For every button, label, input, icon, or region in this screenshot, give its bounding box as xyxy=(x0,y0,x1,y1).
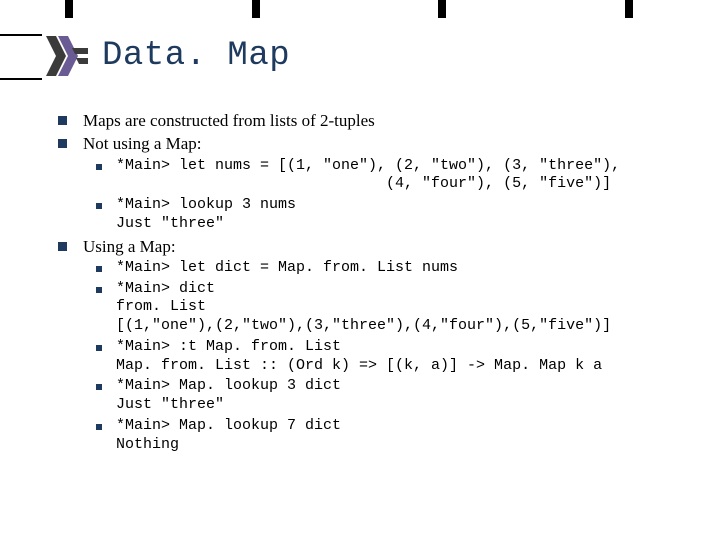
bullet-level2: *Main> dict from. List [(1,"one"),(2,"tw… xyxy=(96,280,700,336)
bullet-text: Maps are constructed from lists of 2-tup… xyxy=(83,110,375,131)
bullet-text: Using a Map: xyxy=(83,236,176,257)
tick-mark xyxy=(438,0,446,18)
bullet-text: Not using a Map: xyxy=(83,133,202,154)
square-bullet-icon xyxy=(58,139,67,148)
bullet-level2: *Main> Map. lookup 7 dict Nothing xyxy=(96,417,700,455)
tick-mark xyxy=(65,0,73,18)
bullet-level1: Maps are constructed from lists of 2-tup… xyxy=(58,110,700,131)
slide-body: Maps are constructed from lists of 2-tup… xyxy=(40,110,700,456)
code-snippet: *Main> Map. lookup 7 dict Nothing xyxy=(116,417,341,455)
slide-title: Data. Map xyxy=(102,37,290,75)
code-snippet: *Main> let nums = [(1, "one"), (2, "two"… xyxy=(116,157,620,195)
haskell-logo-icon xyxy=(42,32,90,80)
square-bullet-icon xyxy=(58,242,67,251)
square-bullet-icon xyxy=(58,116,67,125)
square-bullet-icon xyxy=(96,287,102,293)
tick-mark xyxy=(252,0,260,18)
tick-mark xyxy=(625,0,633,18)
square-bullet-icon xyxy=(96,164,102,170)
bullet-level2: *Main> lookup 3 nums Just "three" xyxy=(96,196,700,234)
square-bullet-icon xyxy=(96,424,102,430)
square-bullet-icon xyxy=(96,203,102,209)
square-bullet-icon xyxy=(96,345,102,351)
square-bullet-icon xyxy=(96,266,102,272)
header-rule-bottom xyxy=(0,78,42,80)
slide-header: Data. Map xyxy=(0,26,720,86)
code-snippet: *Main> lookup 3 nums Just "three" xyxy=(116,196,296,234)
code-snippet: *Main> :t Map. from. List Map. from. Lis… xyxy=(116,338,602,376)
header-rule-top xyxy=(0,34,42,36)
bullet-level2: *Main> let nums = [(1, "one"), (2, "two"… xyxy=(96,157,700,195)
square-bullet-icon xyxy=(96,384,102,390)
bullet-level1: Not using a Map: xyxy=(58,133,700,154)
top-tick-bar xyxy=(0,0,720,6)
bullet-level2: *Main> Map. lookup 3 dict Just "three" xyxy=(96,377,700,415)
code-snippet: *Main> dict from. List [(1,"one"),(2,"tw… xyxy=(116,280,611,336)
code-snippet: *Main> let dict = Map. from. List nums xyxy=(116,259,458,278)
bullet-level1: Using a Map: xyxy=(58,236,700,257)
bullet-level2: *Main> let dict = Map. from. List nums xyxy=(96,259,700,278)
bullet-level2: *Main> :t Map. from. List Map. from. Lis… xyxy=(96,338,700,376)
code-snippet: *Main> Map. lookup 3 dict Just "three" xyxy=(116,377,341,415)
